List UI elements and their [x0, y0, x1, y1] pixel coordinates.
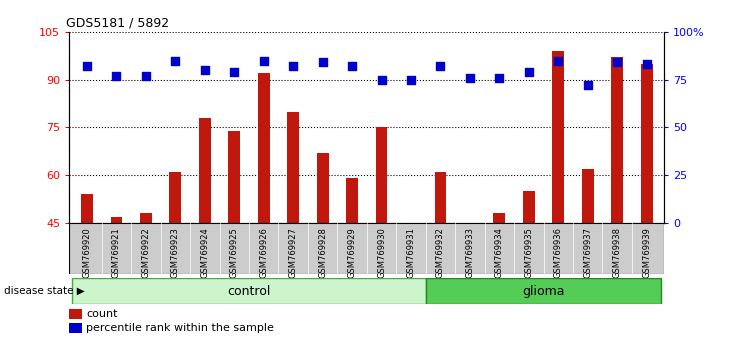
Bar [81, 194, 93, 223]
Text: GSM769933: GSM769933 [466, 227, 474, 278]
Text: GSM769936: GSM769936 [554, 227, 563, 278]
Point [405, 77, 417, 82]
Bar [288, 112, 299, 223]
Text: GSM769937: GSM769937 [583, 227, 592, 278]
Text: control: control [227, 285, 271, 298]
Point [317, 59, 328, 65]
Bar [69, 309, 82, 319]
Point [258, 58, 269, 63]
Point [288, 63, 299, 69]
Bar [434, 172, 446, 223]
Bar [199, 118, 211, 223]
Text: GSM769931: GSM769931 [407, 227, 415, 278]
Bar [582, 169, 593, 223]
Bar [493, 213, 505, 223]
Text: GSM769939: GSM769939 [642, 227, 651, 278]
Text: GSM769938: GSM769938 [612, 227, 622, 278]
Point [346, 63, 358, 69]
Bar [228, 131, 240, 223]
Text: disease state ▶: disease state ▶ [4, 286, 85, 296]
Point [493, 75, 505, 81]
Point [641, 62, 653, 67]
Bar [69, 323, 82, 333]
Text: percentile rank within the sample: percentile rank within the sample [86, 323, 274, 333]
Text: GSM769930: GSM769930 [377, 227, 386, 278]
Text: GSM769926: GSM769926 [259, 227, 268, 278]
Text: GSM769932: GSM769932 [436, 227, 445, 278]
Text: GSM769935: GSM769935 [524, 227, 534, 278]
Bar [140, 213, 152, 223]
Bar [317, 153, 328, 223]
Point [523, 69, 534, 75]
Point [376, 77, 388, 82]
Text: GSM769924: GSM769924 [200, 227, 210, 278]
Point [111, 73, 123, 79]
Text: GSM769923: GSM769923 [171, 227, 180, 278]
Bar [376, 127, 388, 223]
Point [553, 58, 564, 63]
Bar [258, 73, 269, 223]
Point [464, 75, 476, 81]
Bar [72, 278, 426, 304]
Point [199, 67, 211, 73]
Point [228, 69, 240, 75]
Bar [69, 223, 664, 274]
Text: GSM769925: GSM769925 [230, 227, 239, 278]
Text: GSM769929: GSM769929 [347, 227, 356, 278]
Text: GSM769921: GSM769921 [112, 227, 121, 278]
Bar [346, 178, 358, 223]
Text: GDS5181 / 5892: GDS5181 / 5892 [66, 16, 169, 29]
Bar [110, 217, 123, 223]
Text: GSM769934: GSM769934 [495, 227, 504, 278]
Text: GSM769920: GSM769920 [82, 227, 91, 278]
Text: GSM769922: GSM769922 [142, 227, 150, 278]
Point [140, 73, 152, 79]
Text: count: count [86, 309, 118, 319]
Bar [523, 191, 534, 223]
Bar [611, 57, 623, 223]
Point [611, 59, 623, 65]
Bar [641, 64, 653, 223]
Point [81, 63, 93, 69]
Bar [553, 51, 564, 223]
Text: glioma: glioma [522, 285, 565, 298]
Bar [169, 172, 181, 223]
Bar [426, 278, 661, 304]
Point [169, 58, 181, 63]
Point [434, 63, 446, 69]
Text: GSM769928: GSM769928 [318, 227, 327, 278]
Text: GSM769927: GSM769927 [288, 227, 298, 278]
Point [582, 82, 593, 88]
